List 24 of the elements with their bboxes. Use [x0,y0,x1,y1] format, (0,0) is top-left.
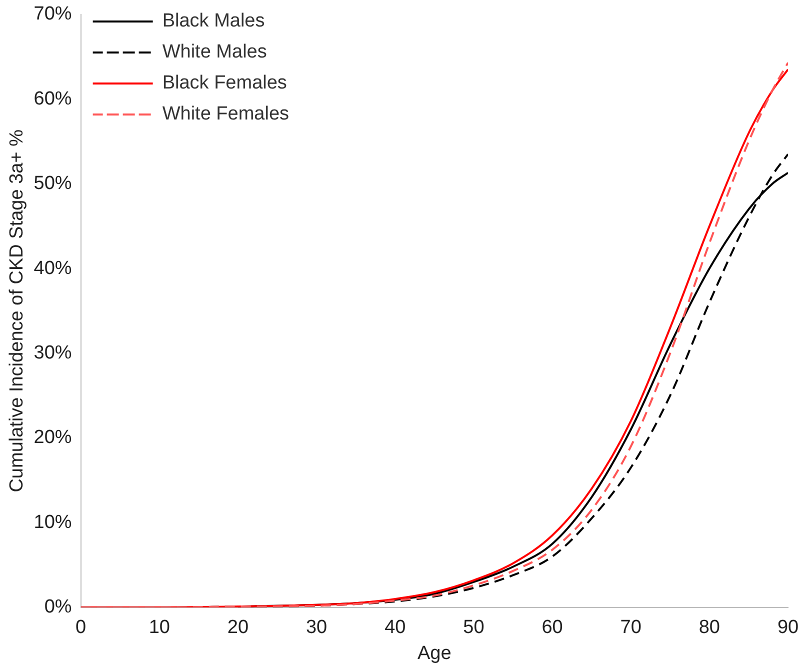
x-tick-label: 90 [777,617,799,638]
x-tick-label: 40 [384,617,406,638]
y-tick-label: 30% [34,342,72,364]
legend-label: Black Females [162,72,287,94]
x-tick-label: 30 [306,617,328,638]
legend-label: Black Males [162,10,265,32]
y-tick-label: 50% [34,173,72,194]
y-tick-label: 60% [34,88,72,110]
y-tick-label: 40% [34,258,72,279]
x-tick-label: 20 [227,617,249,638]
x-tick-label: 10 [148,617,170,638]
y-tick-label: 10% [34,512,72,533]
x-tick-label: 70 [620,617,642,638]
y-tick-label: 70% [34,4,72,25]
x-tick-label: 50 [463,617,484,638]
y-axis-title: Cumulative Incidence of CKD Stage 3a+ % [6,129,28,492]
x-axis-title: Age [418,642,452,664]
x-tick-label: 0 [76,617,86,638]
legend-label: White Females [162,104,290,125]
legend-label: White Males [162,42,267,63]
x-tick-label: 60 [542,617,563,638]
y-tick-label: 0% [44,596,72,618]
y-tick-label: 20% [34,427,72,448]
x-tick-label: 80 [698,617,720,638]
